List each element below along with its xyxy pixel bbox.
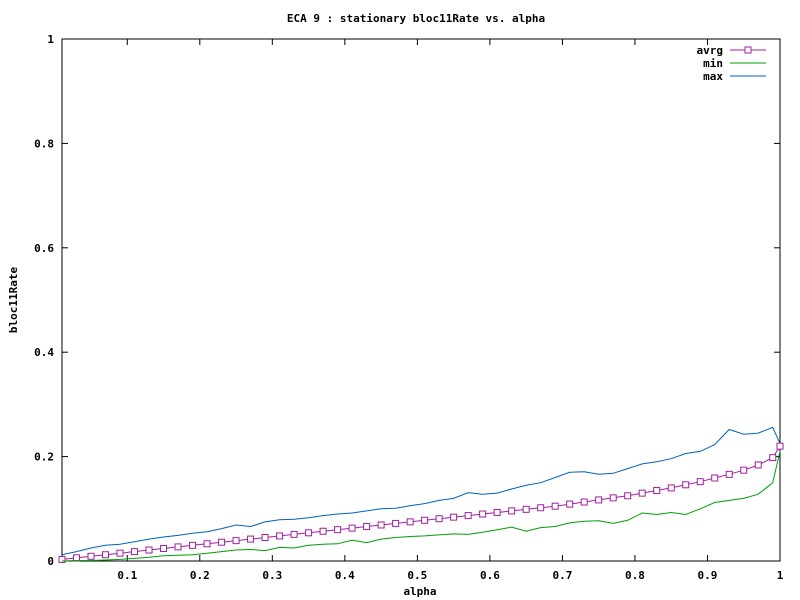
data-point-avrg bbox=[102, 551, 110, 559]
legend-label-min: min bbox=[703, 57, 723, 70]
x-tick-label: 0.4 bbox=[335, 569, 355, 582]
plot-frame bbox=[61, 38, 781, 562]
y-tick-label: 1 bbox=[47, 33, 54, 46]
series-line-avrg bbox=[61, 445, 781, 560]
data-point-avrg bbox=[73, 554, 81, 562]
series-line-min bbox=[61, 451, 781, 562]
axis-ticks: 0.1 0.2 0.3 0.4 0.5 0.6 0.7 0.8 0.9 1 0 0.2 0.4 0.6 0.… bbox=[34, 33, 784, 582]
data-point-avrg bbox=[696, 478, 704, 486]
data-point-avrg bbox=[290, 530, 298, 538]
data-point-avrg bbox=[653, 487, 661, 495]
data-point-avrg bbox=[58, 555, 66, 563]
legend-label-max: max bbox=[703, 70, 723, 83]
x-tick-label: 0.9 bbox=[698, 569, 718, 582]
data-point-avrg bbox=[450, 513, 458, 521]
data-point-avrg bbox=[609, 494, 617, 502]
data-point-avrg bbox=[421, 516, 429, 524]
data-point-avrg bbox=[493, 508, 501, 516]
x-tick-label: 1 bbox=[777, 569, 784, 582]
data-point-avrg bbox=[189, 541, 197, 549]
x-tick-label: 0.2 bbox=[190, 569, 210, 582]
data-point-avrg bbox=[334, 526, 342, 534]
data-point-avrg bbox=[276, 532, 284, 540]
y-axis-label: bloc11Rate bbox=[7, 267, 20, 334]
data-point-avrg bbox=[551, 502, 559, 510]
data-point-avrg bbox=[261, 534, 269, 542]
chart-title: ECA 9 : stationary bloc11Rate vs. alpha bbox=[287, 12, 545, 25]
data-point-avrg bbox=[479, 510, 487, 518]
y-tick-label: 0.6 bbox=[34, 242, 54, 255]
data-point-avrg bbox=[638, 489, 646, 497]
x-tick-label: 0.1 bbox=[117, 569, 137, 582]
y-tick-label: 0.4 bbox=[34, 346, 54, 359]
data-point-avrg bbox=[406, 518, 414, 526]
data-point-avrg bbox=[769, 454, 777, 462]
data-point-avrg bbox=[131, 548, 139, 556]
legend-label-avrg: avrg bbox=[697, 44, 724, 57]
x-tick-label: 0.7 bbox=[552, 569, 572, 582]
legend-marker-avrg bbox=[744, 46, 752, 54]
data-point-avrg bbox=[435, 515, 443, 523]
data-point-avrg bbox=[711, 474, 719, 482]
data-point-avrg bbox=[319, 527, 327, 535]
x-tick-label: 0.6 bbox=[480, 569, 500, 582]
x-tick-label: 0.3 bbox=[262, 569, 282, 582]
y-tick-label: 0 bbox=[47, 555, 54, 568]
data-point-avrg bbox=[87, 552, 95, 560]
x-axis-label: alpha bbox=[403, 585, 436, 598]
data-point-avrg bbox=[377, 521, 385, 529]
data-point-avrg bbox=[305, 529, 313, 537]
data-point-avrg bbox=[725, 470, 733, 478]
series-line-max bbox=[61, 426, 781, 556]
data-point-avrg bbox=[522, 505, 530, 513]
data-point-avrg bbox=[537, 504, 545, 512]
data-point-avrg bbox=[392, 519, 400, 527]
series-layer bbox=[58, 426, 784, 563]
data-point-avrg bbox=[580, 498, 588, 506]
data-point-avrg bbox=[203, 540, 211, 548]
data-point-avrg bbox=[667, 484, 675, 492]
data-point-avrg bbox=[740, 466, 748, 474]
data-point-avrg bbox=[508, 507, 516, 515]
data-point-avrg bbox=[754, 461, 762, 469]
y-tick-label: 0.8 bbox=[34, 137, 54, 150]
data-point-avrg bbox=[247, 535, 255, 543]
data-point-avrg bbox=[363, 523, 371, 531]
y-tick-label: 0.2 bbox=[34, 451, 54, 464]
data-point-avrg bbox=[145, 546, 153, 554]
x-tick-label: 0.8 bbox=[625, 569, 645, 582]
data-point-avrg bbox=[174, 543, 182, 551]
x-tick-label: 0.5 bbox=[407, 569, 427, 582]
data-point-avrg bbox=[776, 442, 784, 450]
data-point-avrg bbox=[348, 524, 356, 532]
data-point-avrg bbox=[566, 500, 574, 508]
data-point-avrg bbox=[682, 481, 690, 489]
data-point-avrg bbox=[232, 537, 240, 545]
data-point-avrg bbox=[464, 512, 472, 520]
data-point-avrg bbox=[116, 549, 124, 557]
data-point-avrg bbox=[595, 496, 603, 504]
data-point-avrg bbox=[160, 544, 168, 552]
data-point-avrg bbox=[218, 538, 226, 546]
data-point-avrg bbox=[624, 492, 632, 500]
